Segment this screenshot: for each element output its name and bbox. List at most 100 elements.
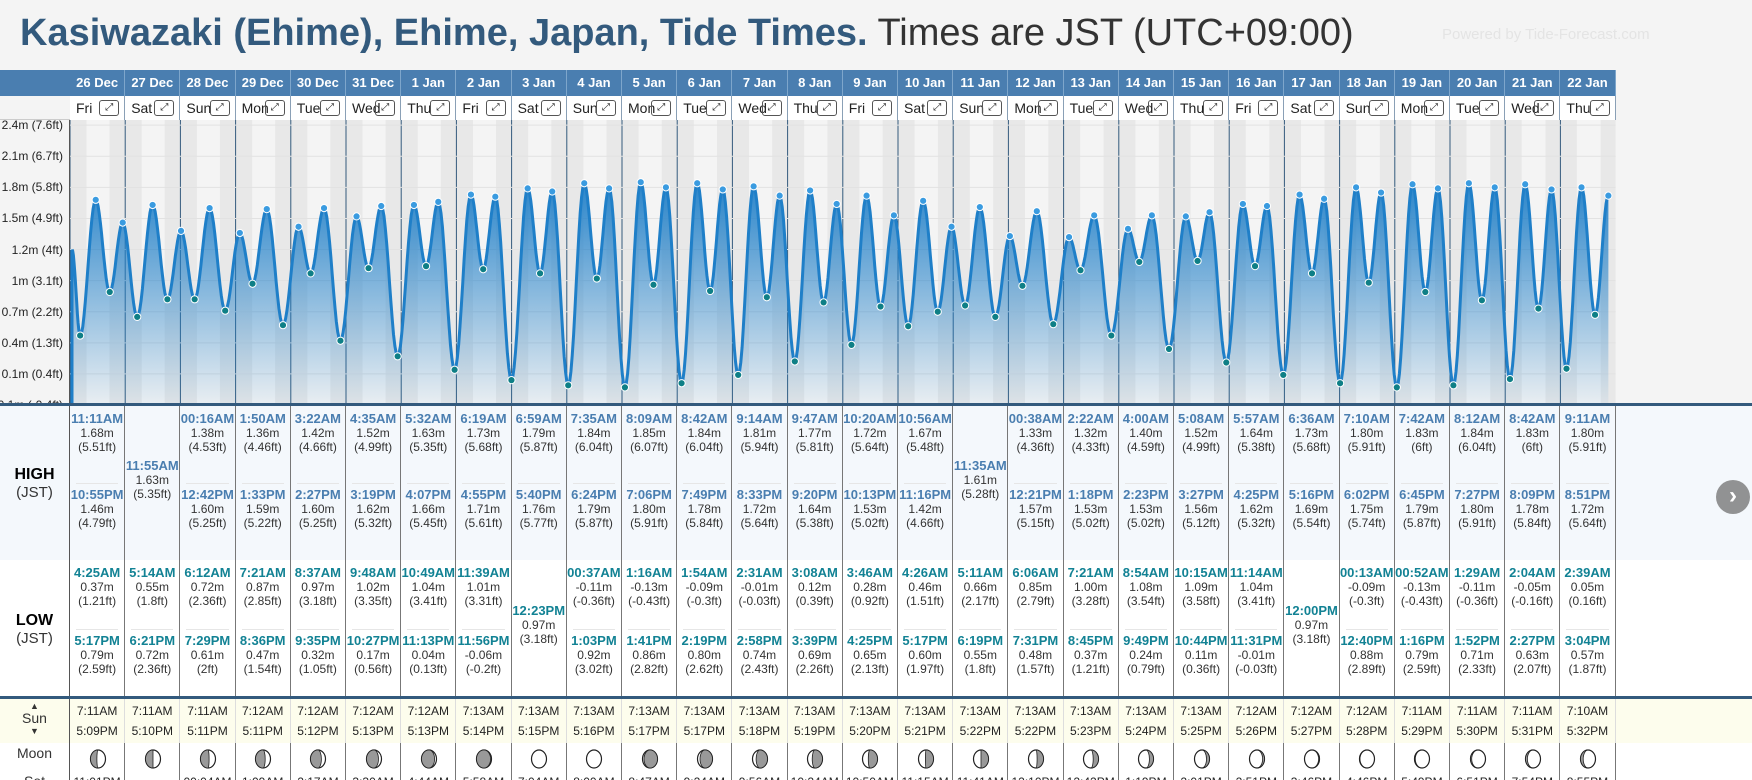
expand-icon[interactable]: ⤢ bbox=[1423, 100, 1444, 116]
event-time: 11:55AM bbox=[125, 458, 179, 473]
event-height-ft: (4.99ft) bbox=[354, 440, 393, 454]
event-separator bbox=[793, 483, 836, 484]
event-height-ft: (5.91ft) bbox=[1347, 440, 1386, 454]
sun-cell: 7:10AM 5:32PM bbox=[1560, 699, 1616, 743]
high-tide-event: 2:23PM 1.53m (5.02ft) bbox=[1119, 488, 1173, 531]
moon-cell: 5:58AM3:43PM bbox=[456, 743, 512, 780]
moonset-time: 7:54PM bbox=[1505, 775, 1559, 780]
high-tide-event: 11:55AM 1.63m (5.35ft) bbox=[125, 458, 179, 502]
low-tide-point bbox=[819, 298, 828, 307]
moon-phase-icon bbox=[972, 749, 989, 769]
event-height-m: 0.97m bbox=[522, 618, 556, 632]
high-tide-cell: 3:22AM 1.42m (4.66ft) 2:27PM 1.60m (5.25ft) bbox=[291, 406, 346, 560]
event-height-ft: (6.07ft) bbox=[630, 440, 669, 454]
low-tide-cell: 5:14AM 0.55m (1.8ft) 6:21PM 0.72m (2.36ft) bbox=[125, 560, 181, 696]
date-header: 8 Jan bbox=[787, 70, 843, 96]
expand-icon[interactable]: ⤢ bbox=[1092, 100, 1113, 116]
low-tide-point bbox=[961, 301, 970, 310]
event-height-m: 1.68m bbox=[80, 426, 114, 440]
expand-icon[interactable]: ⤢ bbox=[982, 100, 1003, 116]
event-time: 8:09AM bbox=[625, 411, 673, 426]
low-tide-cell: 7:21AM 0.87m (2.85ft) 8:36PM 0.47m (1.54ft) bbox=[236, 560, 291, 696]
expand-icon[interactable]: ⤢ bbox=[485, 100, 506, 116]
day-of-week: Fri bbox=[1235, 100, 1252, 116]
day-of-week: Fri bbox=[848, 100, 866, 116]
low-tide-event: 7:21AM 1.00m (3.28ft) bbox=[1064, 566, 1118, 609]
day-of-week: Sun bbox=[572, 100, 598, 116]
expand-icon[interactable]: ⤢ bbox=[540, 100, 561, 116]
high-tide-event: 7:10AM 1.80m (5.91ft) bbox=[1340, 412, 1394, 455]
moon-phase-icon bbox=[1579, 749, 1597, 769]
expand-icon[interactable]: ⤢ bbox=[871, 100, 892, 116]
high-tide-point bbox=[1181, 212, 1190, 221]
low-row-label: LOW (JST) bbox=[0, 560, 70, 696]
event-height-m: 1.72m bbox=[742, 502, 777, 516]
low-tide-event: 00:52AM -0.13m (-0.43ft) bbox=[1395, 566, 1449, 609]
expand-icon[interactable]: ⤢ bbox=[375, 100, 396, 116]
expand-icon[interactable]: ⤢ bbox=[1589, 100, 1610, 116]
event-height-m: 1.60m bbox=[301, 502, 335, 516]
sunrise-time: 7:12AM bbox=[242, 704, 284, 718]
sunrise-time: 7:12AM bbox=[352, 704, 394, 718]
event-height-ft: (5.74ft) bbox=[1347, 516, 1386, 530]
expand-icon[interactable]: ⤢ bbox=[154, 100, 175, 116]
event-height-m: 0.72m bbox=[190, 580, 225, 594]
day-of-week-cell: Tue ⤢ bbox=[290, 96, 346, 120]
expand-icon[interactable]: ⤢ bbox=[264, 100, 285, 116]
expand-icon[interactable]: ⤢ bbox=[595, 100, 616, 116]
event-time: 6:12AM bbox=[184, 565, 231, 580]
event-separator bbox=[76, 629, 119, 630]
event-height-m: 1.80m bbox=[1570, 426, 1605, 440]
high-tide-point bbox=[605, 184, 614, 193]
event-height-ft: (0.16ft) bbox=[1568, 594, 1607, 608]
low-tide-event: 8:54AM 1.08m (3.54ft) bbox=[1119, 566, 1173, 609]
moonset-time: 9:24AM bbox=[677, 775, 731, 780]
expand-icon[interactable]: ⤢ bbox=[706, 100, 727, 116]
event-time: 5:08AM bbox=[1177, 411, 1225, 426]
next-page-button[interactable]: › bbox=[1716, 480, 1750, 514]
event-height-m: 1.72m bbox=[1570, 502, 1605, 516]
high-tide-event: 12:42PM 1.60m (5.25ft) bbox=[180, 488, 234, 531]
moon-row-label: Moon Set Rise bbox=[0, 743, 70, 780]
expand-icon[interactable]: ⤢ bbox=[430, 100, 451, 116]
event-time: 7:49PM bbox=[681, 487, 728, 502]
high-tide-event: 8:09PM 1.78m (5.84ft) bbox=[1505, 488, 1559, 531]
day-of-week: Sat bbox=[1290, 100, 1312, 116]
event-time: 4:26AM bbox=[901, 565, 949, 580]
expand-icon[interactable]: ⤢ bbox=[1258, 100, 1279, 116]
expand-icon[interactable]: ⤢ bbox=[927, 100, 948, 116]
expand-icon[interactable]: ⤢ bbox=[209, 100, 230, 116]
expand-icon[interactable]: ⤢ bbox=[651, 100, 672, 116]
expand-icon[interactable]: ⤢ bbox=[1534, 100, 1555, 116]
expand-icon[interactable]: ⤢ bbox=[319, 100, 340, 116]
day-of-week: Sun bbox=[186, 100, 212, 116]
low-tide-cell: 8:54AM 1.08m (3.54ft) 9:49PM 0.24m (0.79ft) bbox=[1119, 560, 1174, 696]
low-tide-event: 4:25PM 0.65m (2.13ft) bbox=[843, 634, 897, 677]
sun-cell: 7:13AM 5:21PM bbox=[898, 699, 954, 743]
expand-icon[interactable]: ⤢ bbox=[816, 100, 837, 116]
low-tide-cell: 11:39AM 1.01m (3.31ft) 11:56PM -0.06m (-0.2ft… bbox=[456, 560, 512, 696]
event-height-m: 1.38m bbox=[190, 426, 225, 440]
high-tide-cell: 7:35AM 1.84m (6.04ft) 6:24PM 1.79m (5.87ft) bbox=[567, 406, 622, 560]
expand-icon[interactable]: ⤢ bbox=[99, 100, 120, 116]
expand-icon[interactable]: ⤢ bbox=[1147, 100, 1168, 116]
expand-icon[interactable]: ⤢ bbox=[1313, 100, 1334, 116]
low-tide-point bbox=[133, 312, 142, 322]
event-height-ft: (2ft) bbox=[196, 662, 219, 676]
expand-icon[interactable]: ⤢ bbox=[1037, 100, 1058, 116]
event-time: 11:35AM bbox=[953, 458, 1007, 473]
expand-icon[interactable]: ⤢ bbox=[1203, 100, 1224, 116]
event-time: 11:13PM bbox=[402, 633, 455, 648]
low-tide-point bbox=[421, 262, 431, 271]
expand-icon[interactable]: ⤢ bbox=[1368, 100, 1389, 116]
date-header: 20 Jan bbox=[1450, 70, 1506, 96]
day-of-week-cell: Mon ⤢ bbox=[235, 96, 291, 120]
moon-phase-icon bbox=[1359, 749, 1376, 769]
expand-icon[interactable]: ⤢ bbox=[761, 100, 782, 116]
low-tide-event: 6:12AM 0.72m (2.36ft) bbox=[180, 565, 234, 609]
event-separator bbox=[241, 483, 284, 484]
sun-cell: 7:13AM 5:18PM bbox=[732, 699, 788, 743]
high-tide-event: 5:57AM 1.64m (5.38ft) bbox=[1229, 412, 1283, 455]
expand-icon[interactable]: ⤢ bbox=[1479, 100, 1500, 116]
high-tide-event: 8:12AM 1.84m (6.04ft) bbox=[1450, 412, 1504, 455]
